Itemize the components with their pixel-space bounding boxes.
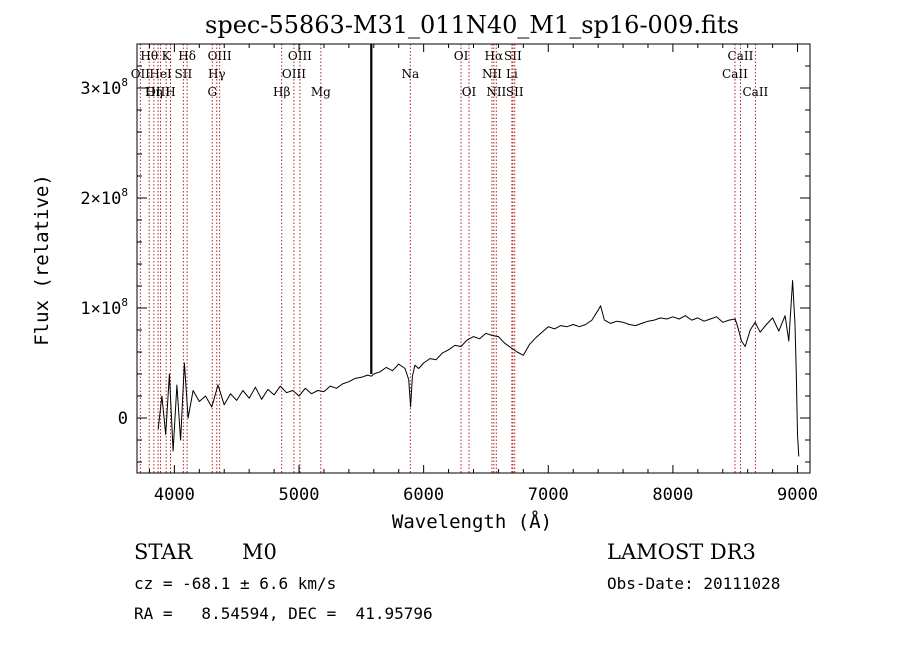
line-marker-label: Hα — [485, 49, 504, 63]
sky-coordinates: RA = 8.54594, DEC = 41.95796 — [134, 604, 433, 623]
line-marker-label: K — [162, 49, 172, 63]
chart-title: spec-55863-M31_011N40_M1_sp16-009.fits — [205, 11, 739, 39]
line-marker-label: OII — [131, 67, 151, 81]
y-axis-label: Flux (relative) — [31, 174, 53, 346]
object-subclass: M0 — [242, 540, 277, 564]
line-marker-label: Hγ — [208, 67, 226, 81]
y-tick-label: 3×108 — [80, 76, 128, 99]
y-tick-exponent: 8 — [121, 76, 128, 89]
y-tick-exponent: 8 — [121, 186, 128, 199]
line-marker-label: CaII — [742, 85, 768, 99]
y-tick-label: 1×108 — [80, 296, 128, 319]
x-axis-label: Wavelength (Å) — [392, 510, 552, 533]
line-marker-label: Hη — [145, 85, 163, 99]
line-marker-label: NII — [486, 85, 506, 99]
line-marker-label: OI — [454, 49, 469, 63]
line-marker-label: Na — [401, 67, 419, 81]
line-marker-label: OIII — [288, 49, 312, 63]
x-tick-label: 6000 — [403, 485, 444, 505]
line-marker-label: G — [207, 85, 217, 99]
plot-frame — [136, 43, 811, 474]
line-marker-label: SII — [506, 85, 524, 99]
x-tick-label: 7000 — [528, 485, 569, 505]
y-tick-mantissa: 0 — [118, 409, 128, 429]
survey-name: LAMOST DR3 — [607, 540, 756, 564]
line-marker-label: OI — [462, 85, 477, 99]
line-marker-label: Hβ — [273, 85, 290, 99]
redshift-velocity: cz = -68.1 ± 6.6 km/s — [134, 574, 337, 593]
line-marker-label: OIII — [208, 49, 232, 63]
series-layer — [157, 280, 800, 457]
line-marker-label: CaII — [728, 49, 754, 63]
x-tick-label: 9000 — [777, 485, 818, 505]
line-marker-label: OIII — [282, 67, 306, 81]
y-tick-label: 2×108 — [80, 186, 128, 209]
y-tick-label: 0 — [118, 409, 128, 429]
object-class: STAR — [134, 540, 193, 564]
y-tick-mantissa: 1×10 — [80, 299, 121, 319]
y-tick-exponent: 8 — [121, 296, 128, 309]
line-marker-label: Li — [506, 67, 518, 81]
line-marker-label: H — [165, 85, 175, 99]
x-axis: 4000 5000 6000 7000 8000 9000 — [148, 44, 818, 505]
line-marker-label: Mg — [311, 85, 331, 99]
y-tick-mantissa: 2×10 — [80, 189, 121, 209]
line-marker-label: CaII — [722, 67, 748, 81]
x-tick-label: 8000 — [652, 485, 693, 505]
spectrum-series-line — [157, 280, 800, 457]
line-marker-label: SII — [504, 49, 522, 63]
line-marker-label: Hδ — [178, 49, 196, 63]
line-marker-label: SII — [175, 67, 193, 81]
line-marker-label: OIII — [146, 85, 170, 99]
observation-date: Obs-Date: 20111028 — [607, 574, 781, 593]
y-tick-mantissa: 3×10 — [80, 79, 121, 99]
line-marker-label: Hθ — [140, 49, 158, 63]
line-marker-label: HeI — [149, 67, 172, 81]
x-tick-label: 4000 — [154, 485, 195, 505]
spectrum-chart: spec-55863-M31_011N40_M1_sp16-009.fits H… — [31, 11, 818, 533]
line-marker-label: NII — [482, 67, 502, 81]
x-tick-label: 5000 — [279, 485, 320, 505]
